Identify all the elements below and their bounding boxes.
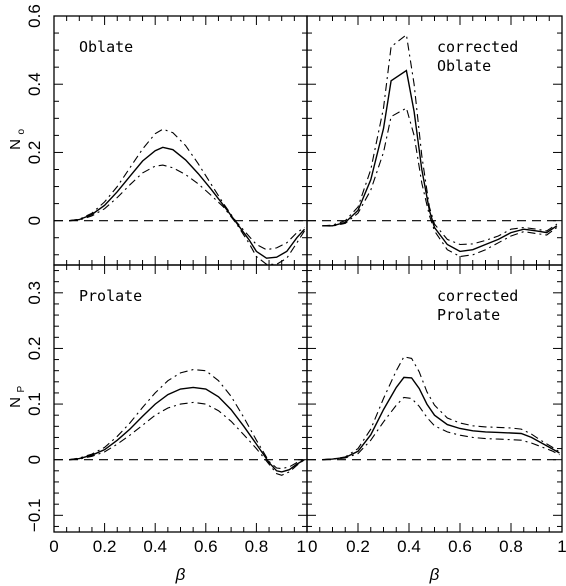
series-line-solid [69, 386, 305, 473]
y-axis-label-subscript: o [16, 129, 27, 135]
panel-frame [53, 264, 308, 533]
panel-oblate: 0 0.2 0.4 0.6 Oblate No [7, 4, 308, 266]
y-axis-label-subscript: P [16, 386, 27, 393]
x-axis-label: β [175, 565, 186, 584]
y-tick-label: 0 [25, 216, 44, 225]
series-line-solid [69, 146, 306, 259]
panel-annotation: Oblate [79, 38, 133, 56]
y-tick-label: 0.3 [25, 281, 44, 305]
y-tick-label: 0.1 [25, 392, 44, 416]
x-tick-label: 1 [557, 537, 566, 556]
x-tick-label: 0.4 [397, 537, 421, 556]
series-line-solid [322, 69, 558, 253]
y-tick-label: 0.2 [25, 337, 44, 361]
x-tick-label: 0 [308, 537, 317, 556]
panel-annotation: corrected [437, 287, 518, 305]
y-axis-label-main: N [7, 139, 24, 150]
panel-annotation: corrected [437, 38, 518, 56]
y-tick-label: 0.6 [25, 4, 44, 28]
y-axis-label-main: N [7, 397, 24, 408]
y-axis-label: No [7, 129, 27, 150]
x-axis-label: β [429, 565, 440, 584]
panel-annotation: Prolate [79, 287, 142, 305]
x-tick-label: 0.2 [346, 537, 370, 556]
x-tick-label: 0.8 [245, 537, 269, 556]
x-tick-label: 0.6 [448, 537, 472, 556]
x-tick-label: 0.6 [194, 537, 218, 556]
series-line-solid [322, 376, 560, 461]
series-line-dash-dot [69, 164, 305, 265]
x-tick-label: 0.4 [143, 537, 167, 556]
panel-annotation: Oblate [437, 57, 491, 75]
series-line-dash-dot [322, 396, 560, 461]
series-line-dash-dot [69, 128, 305, 251]
series-line-dash-dot [69, 401, 305, 476]
panel-frame [306, 264, 563, 533]
x-tick-label: 0.8 [499, 537, 523, 556]
x-tick-label: 1 [297, 537, 306, 556]
x-tick-label: 0.2 [93, 537, 117, 556]
y-tick-label: −0.1 [25, 499, 44, 533]
series-line-dash-dot [322, 33, 558, 246]
y-tick-label: 0.4 [25, 72, 44, 96]
panel-annotation: Prolate [437, 306, 500, 324]
y-tick-label: 0.2 [25, 141, 44, 165]
series-line-dash-dot [322, 356, 560, 461]
series-line-dash-dot [322, 107, 558, 258]
y-tick-label: 0 [25, 455, 44, 464]
y-axis-label: NP [7, 386, 27, 408]
series-line-dash-dot [69, 369, 305, 470]
x-tick-label: 0 [49, 537, 58, 556]
